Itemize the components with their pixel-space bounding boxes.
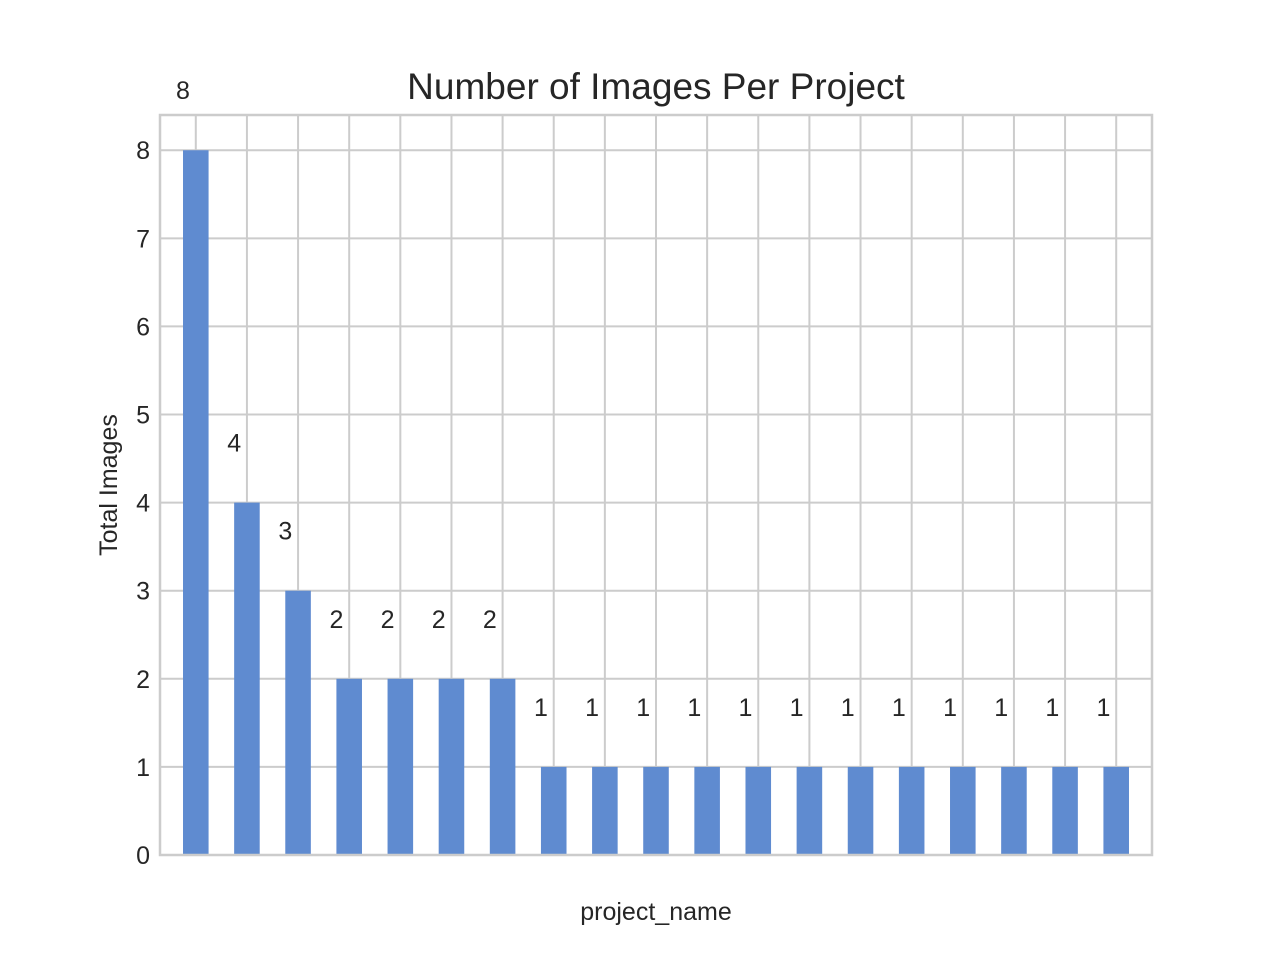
bar-value-label: 1 xyxy=(739,694,753,722)
bar xyxy=(1001,766,1027,855)
bar xyxy=(234,502,260,855)
bar-value-label: 1 xyxy=(994,694,1008,722)
bar xyxy=(540,766,567,855)
bar xyxy=(438,678,465,855)
bar xyxy=(694,766,720,855)
bar-value-label: 1 xyxy=(687,694,701,722)
y-tick-label: 0 xyxy=(136,842,150,870)
bar xyxy=(489,678,516,855)
bar xyxy=(847,766,874,855)
bar-value-label: 1 xyxy=(1096,694,1110,722)
bar-value-label: 8 xyxy=(176,77,190,105)
bar-value-label: 1 xyxy=(841,694,855,722)
y-tick-label: 6 xyxy=(136,313,150,341)
bar-value-label: 1 xyxy=(534,694,548,722)
bar xyxy=(285,590,311,855)
bar-value-label: 2 xyxy=(432,606,446,634)
y-tick-label: 3 xyxy=(136,578,150,606)
bar xyxy=(592,766,618,855)
bar-value-label: 1 xyxy=(585,694,599,722)
y-tick-label: 4 xyxy=(136,490,150,518)
bar-value-label: 2 xyxy=(483,606,497,634)
bar xyxy=(796,766,823,855)
chart-title: Number of Images Per Project xyxy=(407,66,905,107)
x-axis-label: project_name xyxy=(580,898,731,926)
y-axis-label: Total Images xyxy=(95,414,123,556)
bar-value-label: 2 xyxy=(329,606,343,634)
y-tick-label: 1 xyxy=(136,754,150,782)
bar-value-label: 1 xyxy=(892,694,906,722)
y-tick-label: 2 xyxy=(136,666,150,694)
y-tick-label: 7 xyxy=(136,225,150,253)
y-tick-label: 5 xyxy=(136,402,150,430)
bar xyxy=(898,766,925,855)
bar-value-label: 1 xyxy=(790,694,804,722)
bar xyxy=(336,678,362,855)
bar-value-label: 4 xyxy=(227,430,241,458)
bar-value-label: 3 xyxy=(278,518,292,546)
data-label-layer: 8 4 3 2 2 2 2 1 1 1 1 1 1 1 1 1 1 1 1 xyxy=(176,77,1110,722)
y-tick-layer: 0 1 2 3 4 5 6 7 8 xyxy=(136,137,150,870)
bar xyxy=(950,766,976,855)
bar xyxy=(1103,766,1129,855)
bar xyxy=(745,766,772,855)
bar-value-label: 2 xyxy=(381,606,395,634)
y-tick-label: 8 xyxy=(136,137,150,165)
bar xyxy=(643,766,669,855)
bar-value-label: 1 xyxy=(943,694,957,722)
plot-frame xyxy=(158,113,1154,857)
bar-value-label: 1 xyxy=(636,694,650,722)
bar-value-label: 1 xyxy=(1045,694,1059,722)
bar xyxy=(387,678,414,855)
bar xyxy=(1052,766,1078,855)
bar xyxy=(183,150,209,855)
bar-layer xyxy=(183,150,1129,855)
